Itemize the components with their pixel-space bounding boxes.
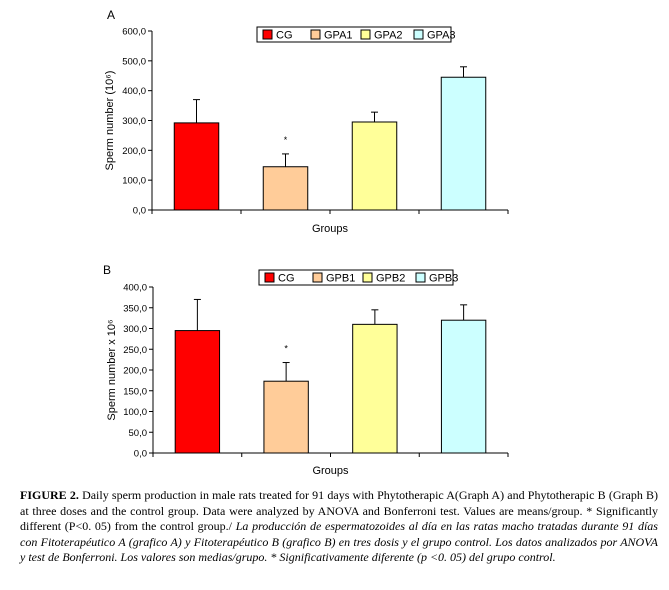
- y-tick-label: 300,0: [122, 116, 146, 127]
- caption-spanish: La producción de espermatozoides al día …: [20, 519, 658, 564]
- legend-label: CG: [276, 30, 293, 42]
- bar-gpa2: [351, 121, 398, 211]
- legend: CG GPA1 GPA2 GPA3: [256, 26, 456, 43]
- legend-swatch: [264, 272, 275, 283]
- legend-label: GPA1: [324, 30, 353, 42]
- y-axis-label: Sperm number (10⁶): [104, 71, 116, 171]
- legend-label: GPB3: [429, 273, 458, 285]
- y-axis-label: Sperm number x 10⁶: [106, 319, 118, 420]
- y-tick-label: 400,0: [123, 283, 147, 294]
- y-tick-label: 400,0: [122, 86, 146, 97]
- bar-gpa1: [262, 166, 309, 211]
- bar-gpa3: [440, 76, 487, 211]
- significance-marker: *: [284, 344, 288, 354]
- y-tick-label: 0,0: [133, 206, 146, 217]
- y-tick-label: 250,0: [123, 345, 147, 356]
- legend-swatch: [262, 29, 273, 40]
- legend-swatch: [413, 29, 424, 40]
- panel-label: B: [103, 263, 111, 277]
- y-tick-label: 100,0: [123, 407, 147, 418]
- y-tick-label: 300,0: [123, 324, 147, 335]
- x-axis-label: Groups: [312, 223, 349, 235]
- y-tick-label: 0,0: [134, 449, 147, 460]
- legend-swatch: [310, 29, 321, 40]
- bar-cg: [173, 122, 220, 211]
- legend-swatch: [312, 272, 323, 283]
- significance-marker: *: [284, 135, 288, 145]
- legend-label: GPB2: [376, 273, 405, 285]
- bar-gpb2: [352, 323, 398, 454]
- legend-label: CG: [278, 273, 295, 285]
- x-axis-label: Groups: [312, 465, 349, 477]
- y-tick-label: 200,0: [122, 146, 146, 157]
- y-tick-label: 50,0: [129, 428, 148, 439]
- caption-figure-label: FIGURE 2.: [20, 488, 79, 502]
- bar-cg: [174, 330, 221, 454]
- chart-b: B 0,0 50,0 100,0 150,0 200,0 250,0 300,0 350,0 40…: [103, 263, 509, 477]
- legend: CG GPB1 GPB2 GPB3: [258, 269, 458, 286]
- legend-box: [258, 269, 454, 286]
- y-tick-label: 500,0: [122, 56, 146, 67]
- legend-box: [256, 26, 452, 43]
- legend-swatch: [362, 272, 373, 283]
- legend-swatch: [415, 272, 426, 283]
- y-tick-label: 100,0: [122, 176, 146, 187]
- y-tick-label: 200,0: [123, 366, 147, 377]
- figure-caption: FIGURE 2. Daily sperm production in male…: [20, 488, 658, 566]
- y-tick-label: 150,0: [123, 386, 147, 397]
- chart-a: A 0,0 100,0 200,0 300,0 400,0 500,0 600,0 Sperm …: [104, 8, 509, 235]
- caption-english: Daily sperm production in male rats trea…: [20, 488, 659, 533]
- legend-swatch: [360, 29, 371, 40]
- legend-label: GPA3: [427, 30, 456, 42]
- y-tick-label: 350,0: [123, 303, 147, 314]
- bar-gpb3: [440, 319, 487, 454]
- legend-label: GPA2: [374, 30, 403, 42]
- y-tick-label: 600,0: [122, 27, 146, 38]
- legend-label: GPB1: [326, 273, 355, 285]
- panel-label: A: [107, 8, 115, 22]
- bar-gpb1: [263, 380, 309, 454]
